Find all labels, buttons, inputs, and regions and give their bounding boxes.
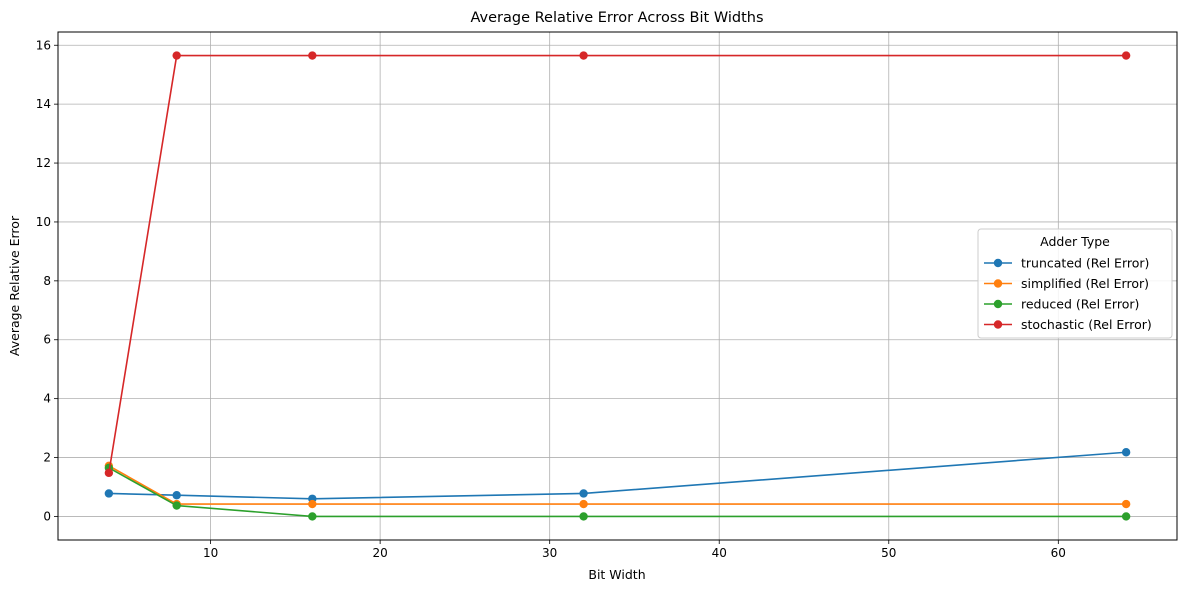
- data-point-truncated: [1121, 448, 1131, 457]
- data-point-reduced: [579, 512, 588, 521]
- x-tick-label: 40: [712, 546, 727, 560]
- series-stochastic: [104, 51, 1131, 478]
- legend-swatch-marker: [993, 320, 1003, 329]
- data-point-stochastic: [1121, 51, 1131, 60]
- y-tick-label: 14: [36, 97, 51, 111]
- legend-swatch-marker: [993, 299, 1003, 309]
- legend-entry-simplified: simplified (Rel Error): [984, 276, 1149, 291]
- y-tick-label: 2: [43, 451, 51, 465]
- x-tick-label: 20: [372, 546, 387, 560]
- y-tick-label: 8: [43, 274, 51, 288]
- data-point-simplified: [579, 499, 588, 509]
- x-tick-label: 10: [203, 546, 218, 560]
- legend-box: [977, 228, 1173, 339]
- chart-title: Average Relative Error Across Bit Widths: [470, 10, 763, 26]
- data-point-truncated: [172, 491, 181, 500]
- legend-swatch-marker: [993, 258, 1003, 268]
- y-axis-label: Average Relative Error: [7, 215, 22, 356]
- legend-label: stochastic (Rel Error): [1021, 317, 1152, 332]
- series-truncated: [104, 448, 1131, 503]
- legend-label: reduced (Rel Error): [1021, 297, 1139, 312]
- legend: Adder Type truncated (Rel Error) simplifi…: [977, 228, 1173, 339]
- x-axis-label: Bit Width: [588, 567, 645, 582]
- data-point-reduced: [308, 512, 317, 521]
- legend-entry-stochastic: stochastic (Rel Error): [984, 317, 1152, 332]
- y-tick-label: 4: [43, 392, 51, 406]
- legend-entry-reduced: reduced (Rel Error): [984, 297, 1139, 312]
- plot-frame: [57, 31, 1178, 541]
- series-lines: [104, 51, 1131, 521]
- legend-swatch-marker: [993, 279, 1003, 288]
- data-point-truncated: [104, 489, 114, 498]
- data-point-stochastic: [172, 51, 181, 60]
- x-tick-label: 30: [542, 546, 557, 560]
- legend-label: simplified (Rel Error): [1021, 276, 1149, 291]
- data-point-reduced: [172, 501, 181, 510]
- data-point-stochastic: [104, 468, 114, 478]
- data-point-stochastic: [308, 51, 317, 60]
- y-tick-label: 12: [36, 156, 51, 170]
- y-tick-label: 10: [36, 215, 51, 229]
- legend-entry-truncated: truncated (Rel Error): [984, 256, 1149, 271]
- legend-title: Adder Type: [1040, 234, 1110, 249]
- legend-label: truncated (Rel Error): [1021, 256, 1149, 271]
- x-tick-label: 60: [1051, 546, 1066, 560]
- y-tick-label: 6: [43, 333, 51, 347]
- x-tick-label: 50: [881, 546, 896, 560]
- data-point-simplified: [308, 499, 317, 509]
- y-tick-label: 16: [36, 38, 51, 52]
- data-point-truncated: [579, 489, 588, 498]
- legend-entries: truncated (Rel Error) simplified (Rel Err…: [984, 256, 1152, 332]
- data-point-stochastic: [579, 51, 588, 60]
- data-point-simplified: [1121, 499, 1131, 509]
- data-point-reduced: [1121, 512, 1131, 521]
- axis-ticks: 10 20 30 40 50 60 0 2 4 6 8 10 12 14 16: [36, 38, 1066, 560]
- y-tick-label: 0: [43, 509, 51, 523]
